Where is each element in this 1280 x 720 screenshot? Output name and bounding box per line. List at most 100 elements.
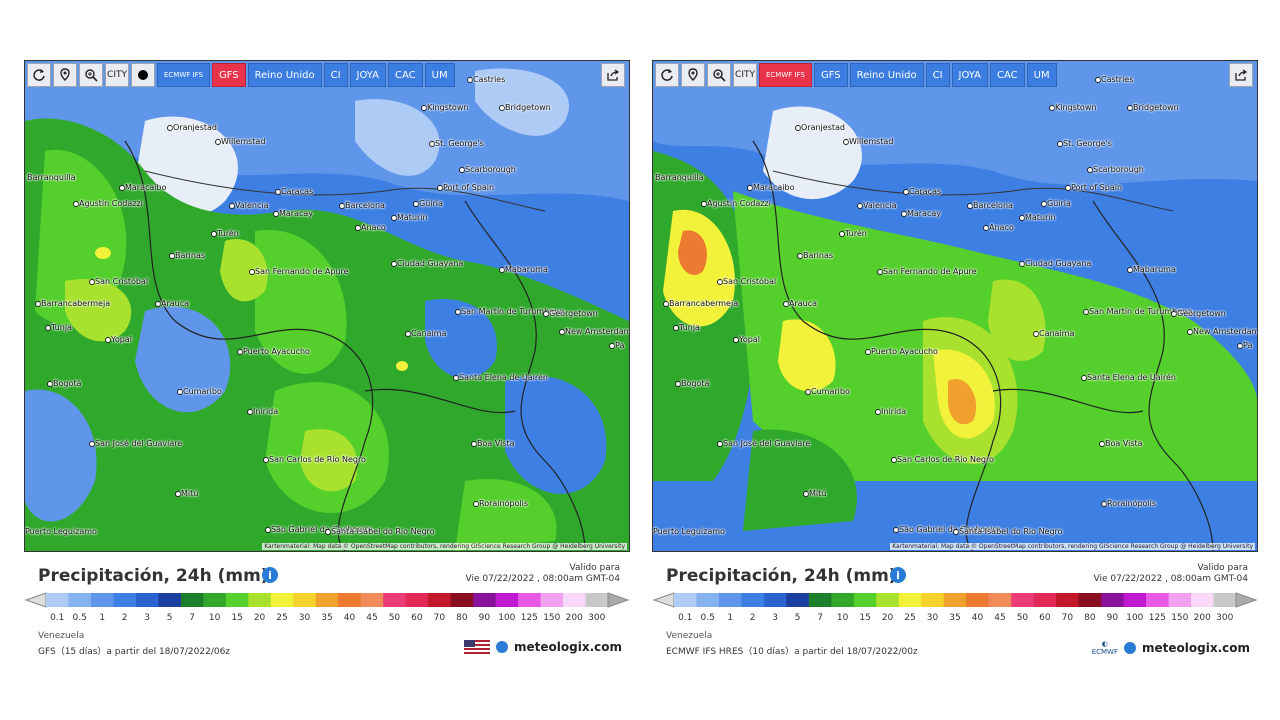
city-label: Barrancabermeja — [41, 299, 111, 308]
precipitation-map-gfs[interactable]: CITY ECMWF IFS GFS Reino Unido CI JOYA C… — [24, 60, 630, 552]
refresh-button[interactable] — [27, 63, 51, 87]
model-um[interactable]: UM — [1026, 63, 1057, 87]
city-marker — [893, 527, 899, 533]
region-label: Venezuela — [666, 631, 713, 641]
model-ecmwf-ifs[interactable]: ECMWF IFS — [759, 63, 812, 87]
city-marker — [325, 529, 331, 535]
city-label: Mitú — [809, 489, 827, 498]
city-label: Tunja — [51, 323, 72, 332]
model-reino-unido[interactable]: Reino Unido — [849, 63, 924, 87]
city-marker — [249, 269, 255, 275]
info-icon[interactable]: i — [890, 567, 906, 583]
city-label: Georgetown — [549, 309, 598, 318]
city-label: Barranquilla — [655, 173, 704, 182]
city-label: Agustín Codazzi — [707, 199, 771, 208]
city-label: Rorainópolis — [1107, 499, 1157, 508]
model-cac[interactable]: CAC — [989, 63, 1025, 87]
dot-button[interactable] — [131, 63, 155, 87]
model-ecmwf-ifs[interactable]: ECMWF IFS — [157, 63, 210, 87]
scale-swatch — [786, 593, 810, 607]
model-joya[interactable]: JOYA — [349, 63, 386, 87]
model-gfs[interactable]: GFS — [813, 63, 848, 87]
city-marker — [273, 211, 279, 217]
city-label: Bogotá — [681, 379, 710, 388]
color-scale — [24, 592, 630, 608]
city-label: Canaima — [411, 329, 447, 338]
location-button[interactable] — [53, 63, 77, 87]
city-marker — [967, 203, 973, 209]
scale-tick-label: 125 — [1148, 613, 1166, 623]
city-label: Willemstad — [221, 137, 266, 146]
model-gfs[interactable]: GFS — [211, 63, 246, 87]
model-um[interactable]: UM — [424, 63, 455, 87]
brand-name[interactable]: meteologix.com — [514, 640, 622, 654]
model-ci[interactable]: CI — [323, 63, 348, 87]
valid-for: Valido para Vie 07/22/2022 , 08:00am GMT… — [465, 563, 620, 585]
city-marker — [543, 311, 549, 317]
city-marker — [467, 77, 473, 83]
precipitation-map-ecmwf[interactable]: CITY ECMWF IFS GFS Reino Unido CI JOYA C… — [652, 60, 1258, 552]
city-label: Yopal — [111, 335, 132, 344]
scale-tick-label: 50 — [1016, 613, 1029, 623]
city-marker — [1033, 331, 1039, 337]
city-label: Barcelona — [345, 201, 385, 210]
scale-tick-label: 25 — [904, 613, 916, 623]
city-label: Agustín Codazzi — [79, 199, 143, 208]
city-marker — [1171, 311, 1177, 317]
scale-swatch — [1213, 593, 1237, 607]
model-reino-unido[interactable]: Reino Unido — [247, 63, 322, 87]
zoom-button[interactable] — [79, 63, 103, 87]
scale-tick-label: 30 — [298, 613, 311, 623]
region-label: Venezuela — [38, 631, 85, 641]
scale-arrow-right — [607, 592, 630, 608]
refresh-button[interactable] — [655, 63, 679, 87]
zoom-button[interactable] — [707, 63, 731, 87]
city-label: Maracay — [907, 209, 942, 218]
scale-swatch — [135, 593, 159, 607]
model-ci[interactable]: CI — [925, 63, 950, 87]
city-marker — [1041, 201, 1047, 207]
brand-name[interactable]: meteologix.com — [1142, 641, 1250, 655]
city-label: Georgetown — [1177, 309, 1226, 318]
city-label: Barranquilla — [27, 173, 76, 182]
scale-tick-label: 70 — [1061, 613, 1074, 623]
scale-tick-label: 25 — [276, 613, 288, 623]
city-label: Barrancabermeja — [669, 299, 739, 308]
model-cac[interactable]: CAC — [387, 63, 423, 87]
share-button[interactable] — [601, 63, 625, 87]
model-source: GFS（15 días）a partir del 18/07/2022/06z — [38, 647, 231, 657]
city-marker — [177, 389, 183, 395]
city-label: Port of Spain — [1071, 183, 1123, 192]
scale-swatch — [921, 593, 945, 607]
map-panel-ecmwf: CITY ECMWF IFS GFS Reino Unido CI JOYA C… — [652, 60, 1258, 660]
city-marker — [717, 441, 723, 447]
city-label: St. George's — [435, 139, 484, 148]
city-toggle-button[interactable]: CITY — [733, 63, 757, 87]
scale-swatch — [68, 593, 92, 607]
scale-swatch — [898, 593, 922, 607]
city-marker — [237, 349, 243, 355]
scale-swatch — [495, 593, 519, 607]
scale-tick-label: 5 — [794, 613, 801, 623]
share-button[interactable] — [1229, 63, 1253, 87]
city-label: San Cristóbal — [95, 277, 149, 286]
city-marker — [609, 343, 615, 349]
city-label: Caracas — [281, 187, 314, 196]
city-label: Puerto Ayacucho — [871, 347, 938, 356]
scale-swatch — [338, 593, 362, 607]
city-label: San Carlos de Río Negro — [269, 455, 366, 464]
location-button[interactable] — [681, 63, 705, 87]
city-toggle-button[interactable]: CITY — [105, 63, 129, 87]
city-marker — [783, 301, 789, 307]
model-joya[interactable]: JOYA — [951, 63, 988, 87]
scale-swatch — [1123, 593, 1147, 607]
city-label: Port of Spain — [443, 183, 495, 192]
scale-swatch — [270, 593, 294, 607]
city-marker — [733, 337, 739, 343]
info-icon[interactable]: i — [262, 567, 278, 583]
city-marker — [675, 381, 681, 387]
city-label: Puerto Leguízamo — [653, 527, 725, 536]
city-label: Arauca — [161, 299, 190, 308]
city-label: Bogotá — [53, 379, 82, 388]
city-marker — [1095, 77, 1101, 83]
